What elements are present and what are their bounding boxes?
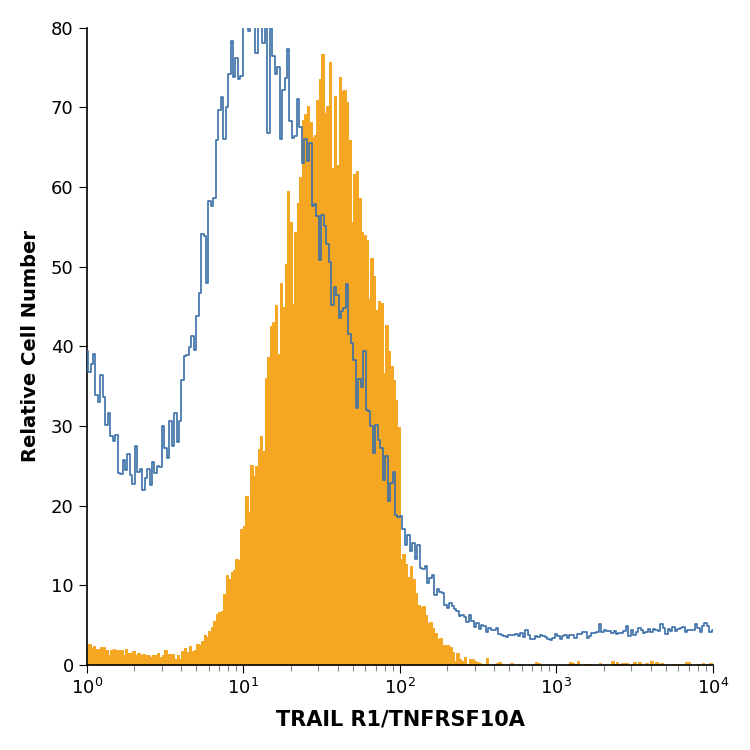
Y-axis label: Relative Cell Number: Relative Cell Number [21,230,40,462]
X-axis label: TRAIL R1/TNFRSF10A: TRAIL R1/TNFRSF10A [275,710,524,729]
